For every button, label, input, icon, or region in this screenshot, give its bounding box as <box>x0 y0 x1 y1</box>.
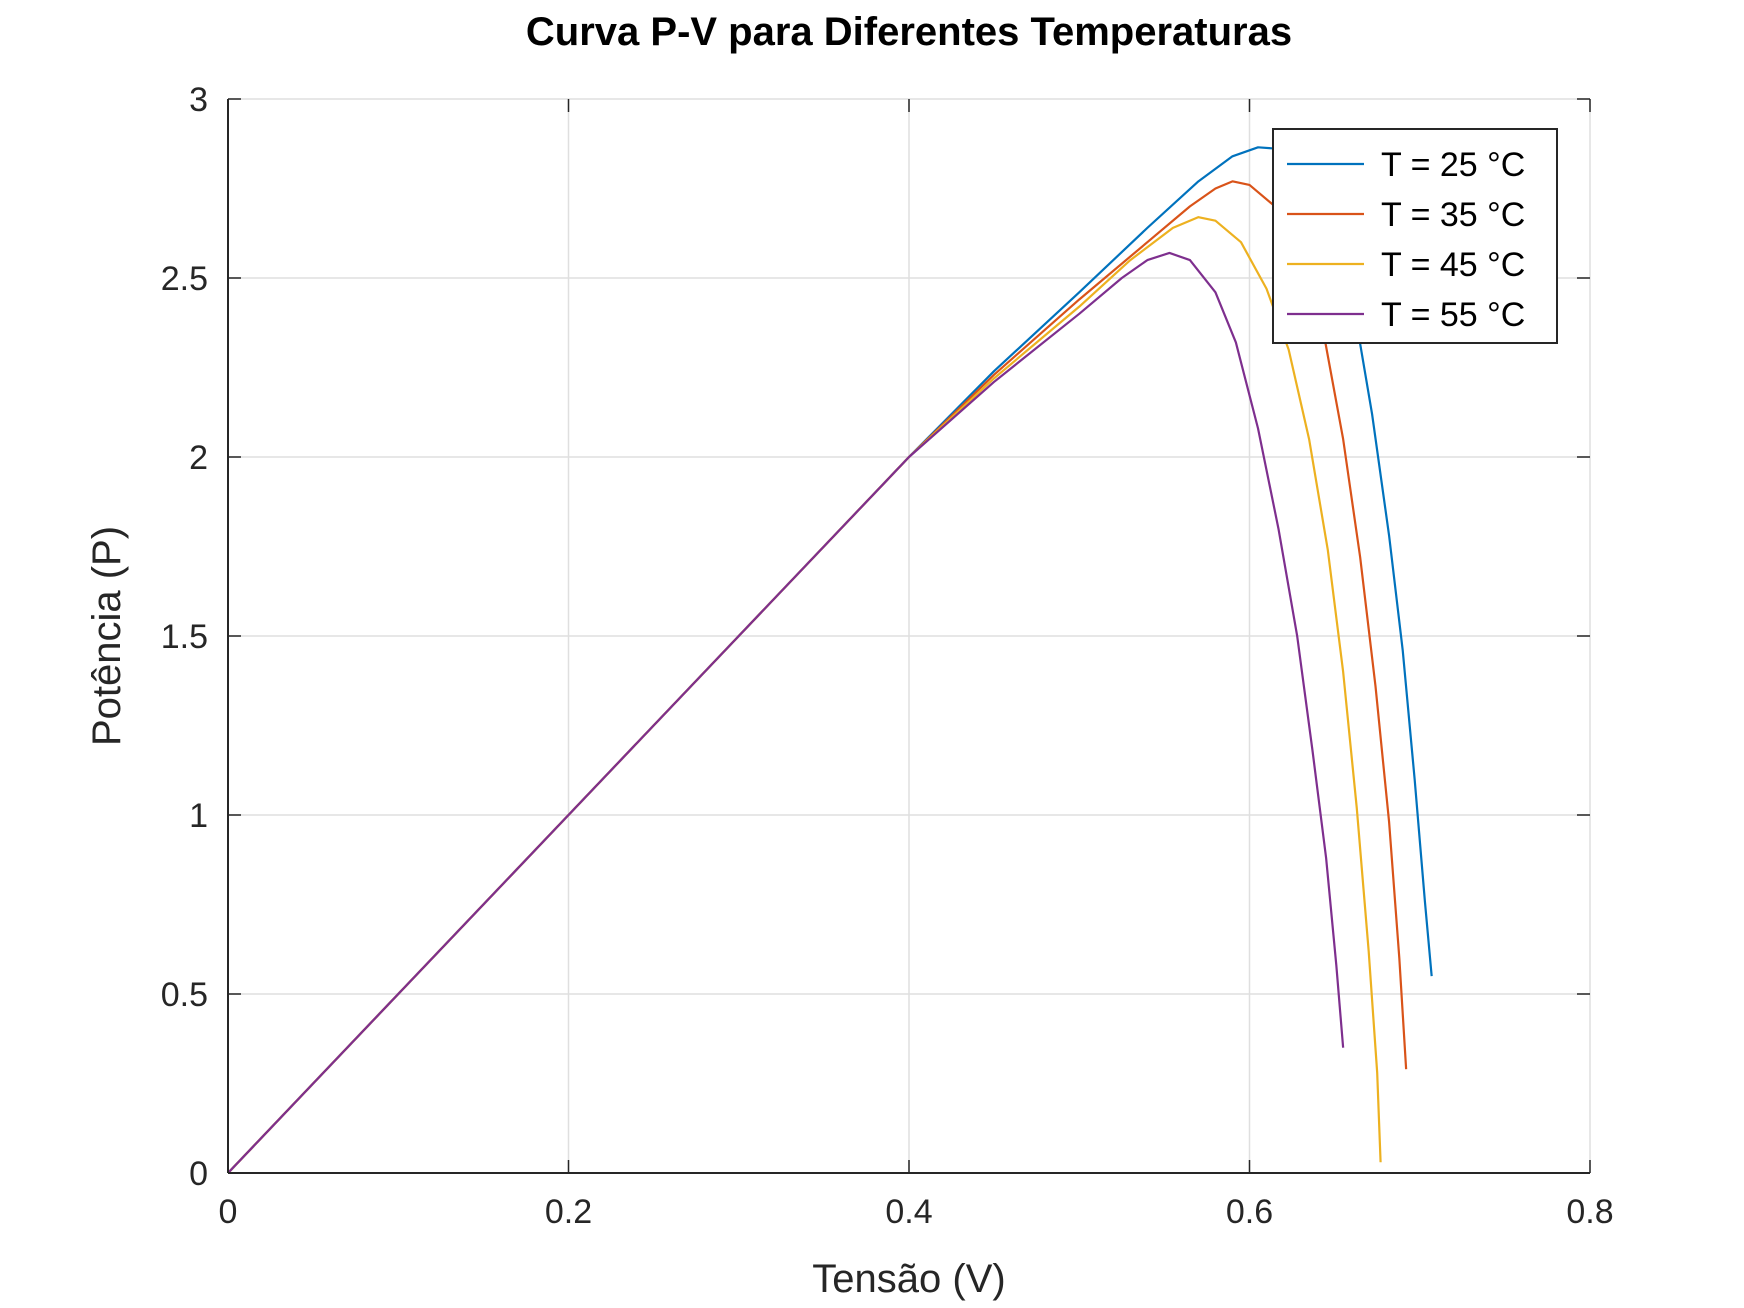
axes <box>227 98 1591 1174</box>
legend-label-1: T = 25 °C <box>1381 146 1525 184</box>
legend: T = 25 °C T = 35 °C T = 45 °C T = 55 °C <box>1272 128 1558 344</box>
y-tick-label: 2 <box>189 439 208 477</box>
y-axis-label: Potência (P) <box>85 526 129 746</box>
series-group <box>227 146 1433 1174</box>
y-tick-label: 0 <box>189 1155 208 1193</box>
y-tick-label: 1 <box>189 797 208 835</box>
x-tick-label: 0.4 <box>885 1193 932 1231</box>
series-line-4 <box>227 251 1345 1174</box>
x-tick-label: 0.6 <box>1226 1193 1273 1231</box>
x-tick-label: 0 <box>219 1193 238 1231</box>
chart-title: Curva P-V para Diferentes Temperaturas <box>526 10 1292 54</box>
x-tick-label: 0.8 <box>1566 1193 1613 1231</box>
y-tick-label: 1.5 <box>161 618 208 656</box>
legend-items: T = 25 °C T = 35 °C T = 45 °C T = 55 °C <box>1287 146 1525 334</box>
legend-label-4: T = 55 °C <box>1381 296 1525 334</box>
y-tick-label: 3 <box>189 81 208 119</box>
y-tick-label: 0.5 <box>161 976 208 1014</box>
legend-label-3: T = 45 °C <box>1381 246 1525 284</box>
y-tick-label: 2.5 <box>161 260 208 298</box>
legend-label-2: T = 35 °C <box>1381 196 1525 234</box>
x-axis-label: Tensão (V) <box>812 1257 1005 1301</box>
x-tick-label: 0.2 <box>545 1193 592 1231</box>
tick-labels: 0 0.2 0.4 0.6 0.8 0 0.5 1 1.5 2 2.5 3 <box>161 81 1614 1231</box>
